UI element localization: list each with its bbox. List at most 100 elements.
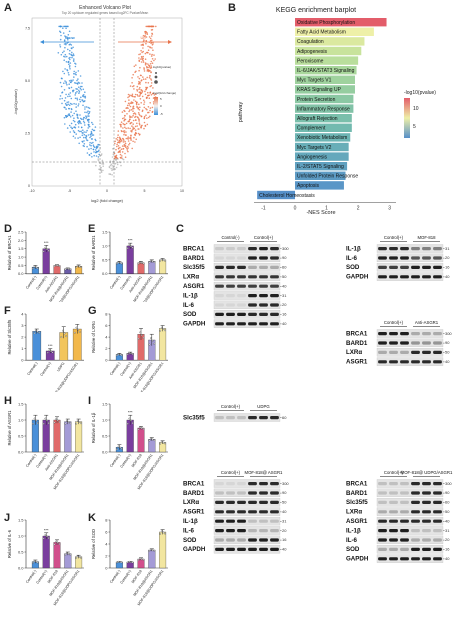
- volcano-point: [136, 88, 138, 91]
- volcano-point: [130, 109, 133, 111]
- volcano-point: [124, 140, 126, 143]
- volcano-point: [69, 62, 72, 64]
- volcano-point: [112, 167, 114, 169]
- volcano-point: [69, 95, 71, 97]
- volcano-point: [134, 116, 136, 118]
- volcano-point: [68, 57, 70, 59]
- blot-protein-label: BARD1: [346, 490, 368, 497]
- category-label: Control(-): [25, 275, 37, 290]
- blot-kda: 300: [445, 331, 452, 336]
- blot-band: [226, 284, 235, 288]
- volcano-point: [143, 103, 145, 105]
- volcano-point: [142, 59, 144, 62]
- data-point: [119, 262, 122, 264]
- kegg-y-label: pathway: [238, 102, 244, 123]
- data-point: [32, 562, 34, 564]
- blot-mof818-udpg-asgr1: Control(+) MOF-818@ UDPG/ASGR1 BRCA1 300 BAR…: [345, 468, 457, 571]
- volcano-point: [152, 49, 154, 51]
- volcano-point: [112, 148, 114, 150]
- blot-band: [422, 256, 431, 260]
- volcano-point: [139, 66, 141, 69]
- volcano-point: [68, 87, 70, 89]
- y-tick-label: 0.5: [102, 433, 108, 438]
- volcano-point: [127, 140, 130, 142]
- volcano-point: [75, 63, 77, 65]
- volcano-point: [132, 126, 134, 129]
- volcano-point: [150, 60, 153, 63]
- data-point: [53, 265, 56, 267]
- blot-band: [411, 350, 420, 354]
- y-tick-label: 8: [105, 311, 108, 316]
- volcano-x-tick: 5: [144, 189, 146, 193]
- data-point: [117, 261, 120, 264]
- data-point: [130, 561, 132, 563]
- data-point: [36, 267, 39, 270]
- blot-band: [270, 284, 279, 288]
- volcano-point: [131, 82, 133, 84]
- blot-band: [389, 491, 398, 495]
- y-tick-label: 4: [105, 541, 108, 546]
- volcano-point: [138, 122, 141, 124]
- blot-strip: [376, 253, 444, 263]
- volcano-point: [98, 143, 100, 146]
- category-label: Control(-): [109, 275, 121, 290]
- volcano-point: [84, 136, 87, 139]
- volcano-point: [61, 102, 63, 105]
- blot-band: [226, 500, 235, 504]
- volcano-point: [83, 131, 85, 133]
- blot-band: [400, 557, 409, 561]
- color-legend-tick-2: 0: [160, 104, 162, 108]
- blot-band: [378, 275, 387, 279]
- volcano-point: [59, 95, 62, 97]
- blot-band: [226, 265, 235, 270]
- blot-band: [433, 482, 442, 486]
- volcano-point: [133, 107, 135, 110]
- blot-band: [259, 519, 268, 523]
- blot-kda: 31: [445, 246, 450, 251]
- blot-band: [378, 547, 387, 551]
- blot-band: [378, 482, 387, 486]
- volcano-point: [65, 116, 68, 118]
- kegg-bar-label: Xenobiotic Metabolism: [297, 135, 347, 141]
- kegg-bar-label: Oxidative Phosphorylation: [297, 20, 355, 26]
- volcano-point: [129, 118, 131, 121]
- blot-band: [215, 322, 224, 326]
- category-label: Control(-): [27, 361, 39, 376]
- data-point: [38, 331, 41, 334]
- blot-protein-label: LXRα: [346, 509, 362, 516]
- volcano-point: [124, 156, 127, 158]
- blot-band: [400, 265, 409, 269]
- volcano-point: [80, 122, 82, 125]
- kegg-legend-bar: [404, 98, 410, 138]
- volcano-point: [143, 99, 145, 102]
- data-point: [53, 543, 56, 546]
- volcano-point: [87, 134, 90, 136]
- blot-band: [411, 491, 420, 495]
- blot-band: [389, 529, 398, 533]
- data-point: [142, 337, 145, 339]
- volcano-point: [149, 53, 151, 55]
- y-tick-label: 0.5: [18, 549, 24, 554]
- volcano-point: [80, 85, 82, 88]
- panel-label-i: I: [88, 395, 92, 407]
- blot-band: [248, 528, 257, 533]
- volcano-point: [68, 80, 71, 82]
- volcano-point: [85, 117, 87, 120]
- volcano-point: [77, 103, 80, 105]
- data-point: [137, 337, 140, 340]
- kegg-bar: [295, 123, 352, 132]
- volcano-point: [147, 91, 149, 94]
- volcano-point: [150, 84, 153, 87]
- blot-band: [237, 275, 246, 279]
- blot-band: [215, 312, 224, 316]
- volcano-point: [117, 141, 119, 144]
- blot-band: [270, 247, 279, 251]
- blot-header: Control(-): [221, 235, 240, 240]
- volcano-y-ticks: 0 2.5 5.0 7.5: [25, 27, 30, 189]
- blot-band: [422, 341, 431, 345]
- kegg-bar: [295, 66, 357, 75]
- volcano-point: [131, 147, 133, 150]
- blot-band: [422, 547, 431, 551]
- volcano-points: [57, 25, 157, 176]
- volcano-point: [80, 96, 82, 99]
